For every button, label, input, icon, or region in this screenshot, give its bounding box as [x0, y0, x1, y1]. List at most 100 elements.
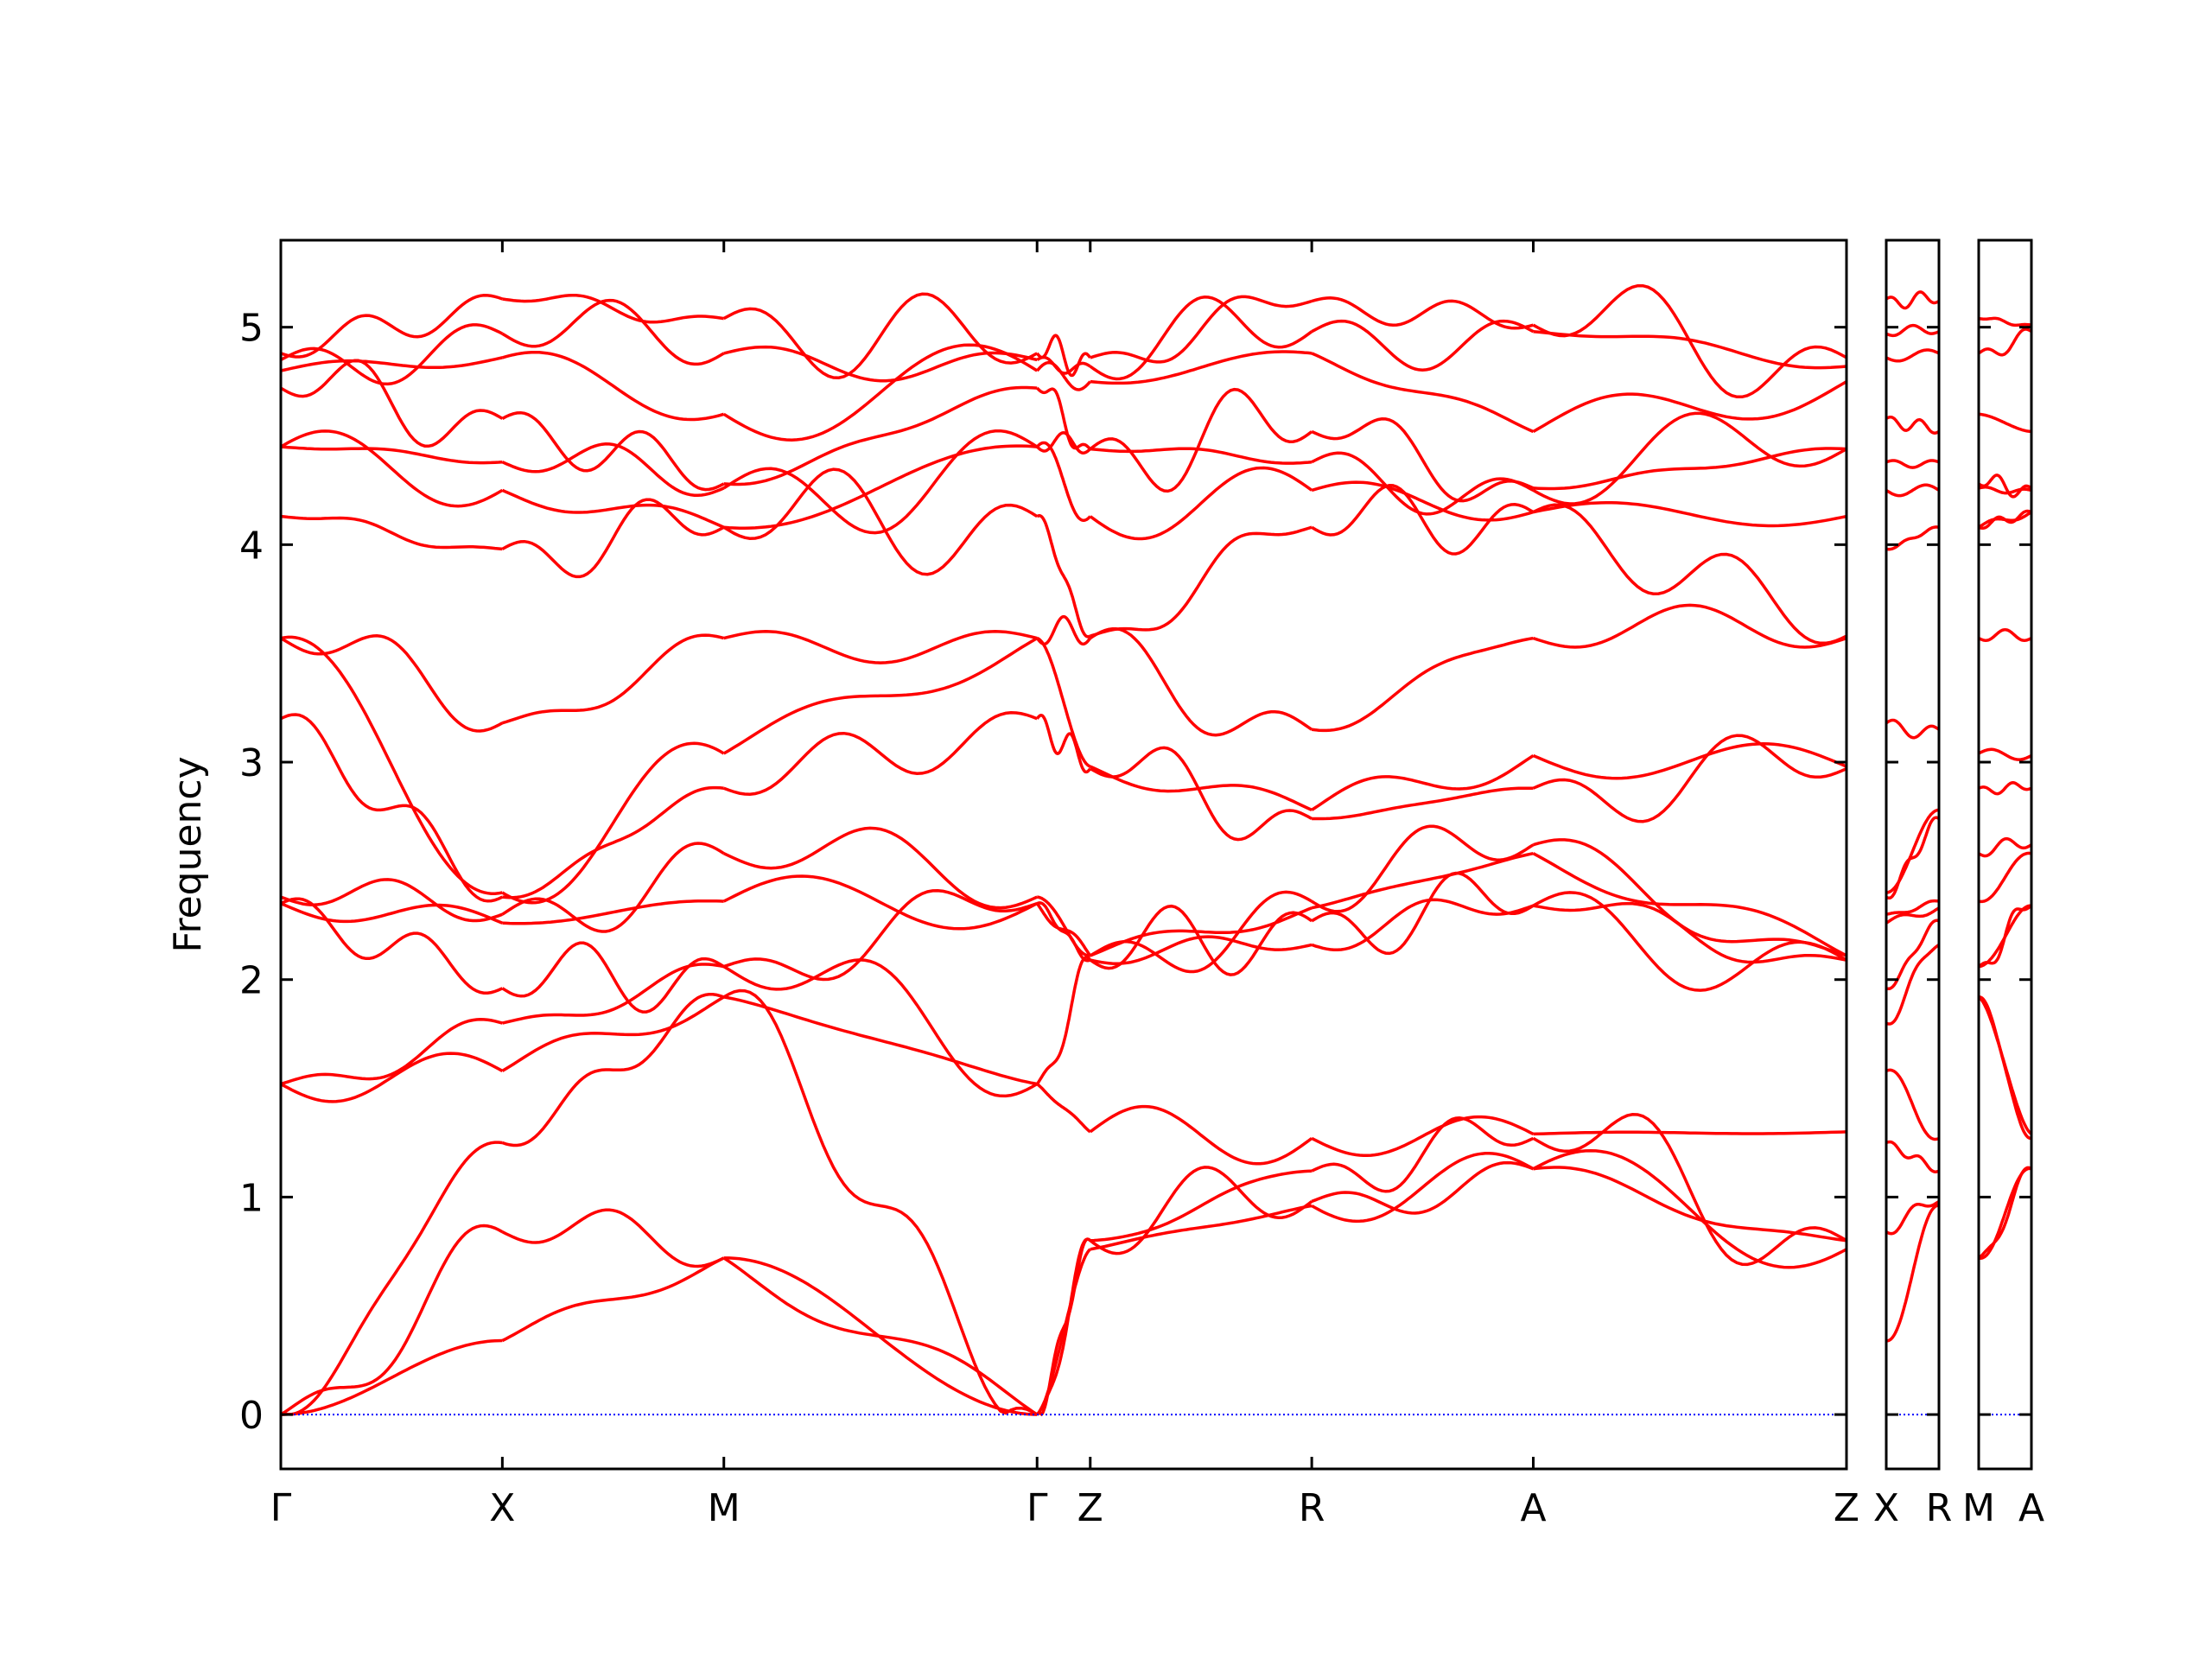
x-tick-label: Γ	[270, 1486, 292, 1530]
band-line	[1885, 290, 1940, 310]
band-line	[1311, 1152, 1535, 1224]
band-line	[1885, 718, 1941, 740]
band-line	[280, 445, 503, 465]
band-line	[280, 356, 503, 372]
panel-xr-frame	[1885, 238, 1941, 1471]
band-line	[1533, 901, 1847, 964]
band-line	[1311, 754, 1535, 811]
panel-xr	[1885, 238, 1941, 1471]
band-line	[1885, 918, 1940, 990]
band-line	[501, 993, 725, 1147]
band-line	[1090, 1169, 1313, 1243]
band-line	[501, 410, 725, 492]
band-line	[1311, 417, 1535, 503]
band-line	[1089, 1104, 1313, 1166]
band-line	[1089, 296, 1313, 381]
band-line	[1977, 327, 2033, 357]
band-line	[280, 514, 503, 551]
band-line	[1090, 765, 1313, 811]
bands-xr	[1885, 290, 1941, 1343]
band-line	[280, 634, 504, 733]
band-line	[1089, 746, 1313, 842]
band-line	[501, 1256, 725, 1343]
band-line	[280, 1224, 504, 1416]
band-line	[1532, 603, 1847, 649]
band-line	[722, 343, 1039, 442]
band-line	[1035, 902, 1092, 957]
y-tick-label: 4	[239, 524, 264, 568]
band-line	[1532, 1113, 1847, 1267]
band-line	[280, 1052, 504, 1103]
band-line	[723, 995, 1038, 1086]
bands-ma	[1977, 316, 2033, 1260]
band-line	[280, 429, 504, 508]
band-line	[1090, 447, 1313, 465]
band-line	[722, 467, 1039, 576]
band-line	[1090, 935, 1313, 965]
band-line	[1311, 484, 1535, 556]
band-line	[1978, 747, 2032, 761]
band-line	[1978, 781, 2032, 796]
band-line	[1885, 1068, 1940, 1141]
band-line	[280, 1338, 503, 1416]
band-line	[280, 878, 504, 923]
band-line	[1036, 431, 1091, 455]
band-line	[1886, 808, 1940, 894]
y-axis-label: Frequency	[166, 756, 210, 952]
band-line	[1035, 360, 1092, 391]
band-line	[723, 711, 1038, 796]
band-line	[1311, 1115, 1535, 1158]
band-line	[722, 874, 1039, 931]
band-line	[1311, 352, 1535, 434]
band-line	[1311, 824, 1535, 913]
band-line	[1036, 355, 1091, 375]
band-line	[1533, 501, 1847, 528]
band-line	[722, 826, 1038, 910]
band-line	[1532, 283, 1847, 399]
band-line	[1311, 480, 1535, 522]
x-tick-label: Z	[1834, 1486, 1859, 1530]
x-tick-label: X	[489, 1486, 515, 1530]
band-line	[1036, 514, 1091, 639]
band-line	[280, 294, 503, 359]
band-line	[1311, 319, 1535, 372]
x-tick-label: Γ	[1027, 1486, 1048, 1530]
y-tick-label: 0	[239, 1394, 264, 1438]
band-line	[501, 842, 725, 933]
panel-ma-frame	[1977, 238, 2033, 1471]
panel-ma	[1977, 238, 2033, 1471]
x-tick-label: A	[2018, 1486, 2044, 1530]
band-line	[1089, 1166, 1313, 1255]
band-line	[280, 359, 504, 448]
panel-main-frame	[279, 238, 1848, 1471]
band-line	[1312, 786, 1534, 821]
band-line	[1036, 1083, 1091, 1134]
band-line	[1036, 1237, 1091, 1417]
band-line	[1532, 411, 1847, 505]
band-line	[501, 498, 725, 579]
band-line	[1532, 503, 1847, 645]
band-line	[280, 1141, 503, 1416]
band-line	[1090, 1204, 1313, 1251]
band-line	[1089, 466, 1313, 541]
x-tick-label: R	[1926, 1486, 1953, 1530]
band-line	[1532, 852, 1847, 957]
band-line	[502, 293, 724, 324]
band-line	[501, 995, 725, 1072]
band-line	[1978, 627, 2032, 643]
x-tick-label: R	[1299, 1486, 1325, 1530]
band-line	[1977, 1166, 2032, 1260]
band-line	[723, 1256, 1038, 1416]
band-line	[501, 1208, 725, 1268]
band-line	[1311, 636, 1534, 733]
band-line	[1885, 525, 1940, 551]
band-line	[1977, 836, 2032, 858]
band-line	[1036, 636, 1091, 768]
x-tick-label: M	[708, 1486, 741, 1530]
band-line	[1311, 1116, 1535, 1193]
band-line	[1885, 415, 1940, 435]
band-line	[1885, 459, 1940, 469]
band-line	[1311, 296, 1534, 330]
band-line	[280, 897, 504, 995]
band-line	[501, 488, 725, 529]
